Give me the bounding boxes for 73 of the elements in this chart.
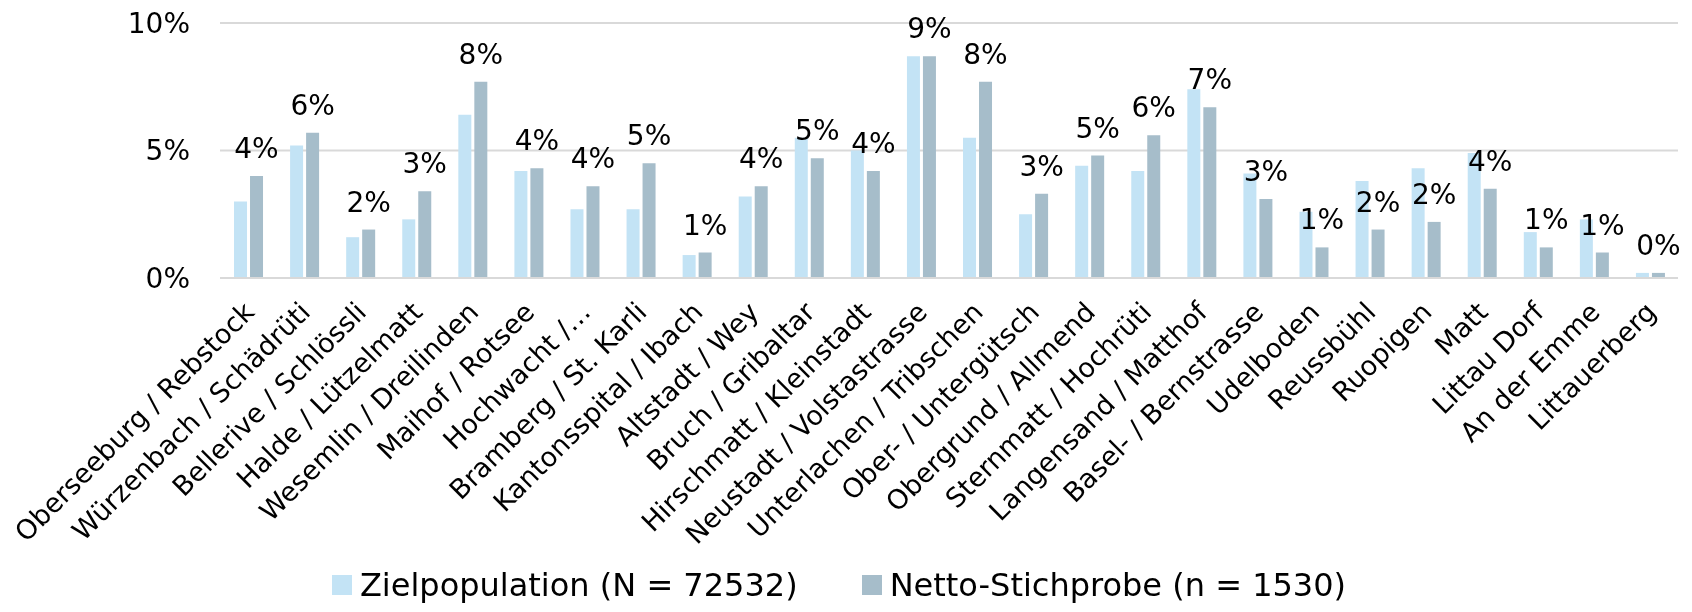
data-label: 1%: [1580, 208, 1625, 242]
bar: [418, 191, 432, 278]
bar: [1259, 198, 1273, 278]
data-label: 6%: [1131, 91, 1176, 125]
data-label: 2%: [346, 185, 391, 219]
bar: [738, 196, 752, 278]
bar: [698, 252, 712, 278]
bar: [250, 176, 264, 278]
bar: [570, 209, 584, 278]
bar: [963, 137, 977, 278]
bar: [866, 170, 880, 278]
legend-label: Zielpopulation (N = 72532): [359, 566, 798, 604]
data-label: 2%: [1355, 185, 1401, 219]
bar: [1019, 214, 1033, 278]
bar: [1131, 170, 1145, 278]
bar: [1483, 188, 1497, 278]
data-label: 1%: [1524, 203, 1569, 237]
data-label: 4%: [234, 132, 279, 165]
bar: [306, 132, 320, 278]
bar: [1427, 221, 1441, 278]
bar: [1539, 247, 1553, 278]
bar: [362, 229, 376, 278]
data-label: 7%: [1187, 63, 1233, 97]
bar: [346, 237, 360, 278]
data-label: 4%: [1468, 144, 1513, 178]
data-label: 3%: [1243, 154, 1289, 188]
data-label: 4%: [851, 126, 896, 160]
data-label: 0%: [1636, 228, 1681, 262]
legend-label: Netto-Stichprobe (n = 1530): [889, 566, 1347, 604]
y-tick-label: 5%: [145, 134, 190, 168]
bar: [626, 209, 640, 278]
data-label: 5%: [1075, 111, 1120, 145]
bar: [1595, 252, 1609, 278]
bar: [1035, 193, 1049, 278]
bar: [458, 114, 472, 278]
bar: [979, 81, 993, 278]
bar: [810, 158, 824, 278]
data-label: 8%: [458, 37, 504, 71]
bar: [530, 168, 544, 278]
data-label: 3%: [1019, 149, 1064, 183]
bar: [682, 255, 696, 278]
y-tick-label: 10%: [127, 6, 190, 40]
bar: [514, 170, 528, 278]
data-label: 2%: [1411, 177, 1457, 211]
bar: [1075, 165, 1089, 278]
bar: [1147, 135, 1161, 278]
data-label: 4%: [739, 142, 784, 176]
bar: [290, 145, 304, 278]
y-tick-label: 0%: [145, 261, 190, 295]
bar: [1523, 232, 1537, 278]
data-label: 8%: [963, 37, 1008, 71]
bar: [402, 219, 416, 278]
data-label: 3%: [402, 147, 447, 181]
data-label: 4%: [570, 142, 616, 176]
bar: [586, 186, 600, 278]
bar: [906, 56, 920, 278]
data-label: 9%: [907, 12, 952, 46]
bar: [474, 81, 488, 278]
bar: [754, 186, 768, 278]
data-label: 5%: [795, 114, 840, 148]
data-label: 6%: [290, 88, 335, 122]
bar: [1187, 89, 1201, 278]
data-label: 5%: [626, 119, 672, 153]
bar: [1091, 155, 1105, 278]
data-label: 1%: [682, 208, 728, 242]
bar: [642, 163, 656, 278]
data-label: 1%: [1299, 203, 1345, 237]
data-label: 4%: [514, 124, 560, 158]
bar: [234, 201, 248, 278]
bar: [922, 56, 936, 278]
bar: [1203, 107, 1217, 278]
bar: [1315, 247, 1329, 278]
bar: [1371, 229, 1385, 278]
